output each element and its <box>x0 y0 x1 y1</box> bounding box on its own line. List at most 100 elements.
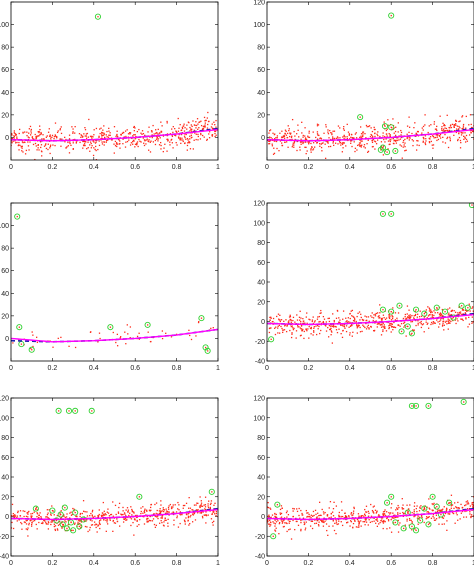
data-point <box>176 515 178 517</box>
data-point <box>138 138 140 141</box>
data-point <box>136 514 138 517</box>
data-point <box>18 141 20 144</box>
data-point <box>430 309 432 311</box>
data-point <box>290 538 293 540</box>
data-point <box>102 129 104 131</box>
data-point <box>74 132 76 134</box>
data-point <box>324 157 327 159</box>
data-point <box>79 520 81 522</box>
data-point <box>319 145 321 147</box>
data-point <box>463 135 465 137</box>
data-point <box>11 515 13 517</box>
data-point <box>464 141 467 143</box>
data-point <box>40 146 42 149</box>
outlier-marker <box>388 12 395 19</box>
data-point <box>33 511 35 513</box>
data-point <box>447 308 449 310</box>
data-point <box>103 519 105 521</box>
data-point <box>89 150 91 152</box>
data-point <box>394 326 397 329</box>
data-point <box>453 124 456 126</box>
data-point <box>157 517 159 520</box>
data-point <box>367 324 369 327</box>
data-point <box>404 524 406 526</box>
data-point <box>197 512 199 514</box>
data-point <box>335 137 338 140</box>
data-point <box>28 128 31 130</box>
data-point <box>72 142 74 144</box>
data-point <box>70 144 72 147</box>
data-point <box>132 139 135 142</box>
data-point <box>203 504 205 506</box>
data-point <box>461 318 463 320</box>
axes-frame <box>10 1 219 161</box>
data-point <box>391 317 394 320</box>
data-point <box>30 128 32 131</box>
data-point <box>322 142 324 144</box>
data-point <box>101 131 103 134</box>
data-point <box>351 514 353 517</box>
data-point <box>103 144 105 146</box>
data-point <box>66 513 68 515</box>
data-point <box>445 127 448 130</box>
data-point <box>312 149 314 151</box>
data-point <box>317 512 319 514</box>
y-tick-label: 40 <box>1 291 9 298</box>
outlier-marker <box>204 347 211 354</box>
data-point <box>143 144 146 147</box>
data-point <box>54 144 56 147</box>
data-point <box>413 329 415 331</box>
data-point <box>185 138 187 140</box>
data-point <box>468 316 470 319</box>
data-point <box>305 509 308 512</box>
data-point <box>26 512 28 514</box>
data-point <box>215 514 217 517</box>
data-point <box>283 134 285 137</box>
data-point <box>172 126 174 128</box>
data-point <box>54 122 57 124</box>
data-point <box>320 143 322 145</box>
data-point <box>350 512 353 514</box>
data-point <box>101 137 103 139</box>
data-point <box>369 135 372 138</box>
data-point <box>401 498 403 500</box>
data-point <box>79 141 81 144</box>
data-point <box>105 141 107 143</box>
data-point <box>347 131 350 133</box>
data-point <box>213 511 215 513</box>
data-point <box>79 513 81 515</box>
data-point <box>128 132 131 134</box>
data-point <box>11 521 13 524</box>
data-point <box>129 517 131 519</box>
data-point <box>307 515 309 518</box>
data-point <box>134 514 137 517</box>
data-point <box>72 131 74 133</box>
data-point <box>148 139 150 141</box>
data-point <box>99 337 101 340</box>
outlier-marker <box>400 525 407 532</box>
data-point <box>400 323 403 325</box>
data-point <box>128 514 130 517</box>
data-point <box>59 520 61 523</box>
data-point <box>390 512 392 514</box>
data-point <box>417 313 419 315</box>
data-point <box>450 126 453 129</box>
data-point <box>91 145 93 147</box>
data-point <box>287 125 289 127</box>
data-point <box>292 510 294 512</box>
data-point <box>100 519 102 521</box>
data-point <box>318 315 321 318</box>
data-point <box>441 315 443 317</box>
data-point <box>292 142 294 144</box>
data-point <box>457 128 460 130</box>
data-point <box>272 320 274 323</box>
data-point <box>17 511 19 514</box>
data-point <box>149 141 151 143</box>
data-point <box>360 146 362 148</box>
data-point <box>278 332 281 334</box>
data-point <box>428 314 431 316</box>
data-point <box>389 135 391 138</box>
data-point <box>402 512 405 515</box>
data-point <box>285 130 287 133</box>
data-point <box>425 321 427 323</box>
